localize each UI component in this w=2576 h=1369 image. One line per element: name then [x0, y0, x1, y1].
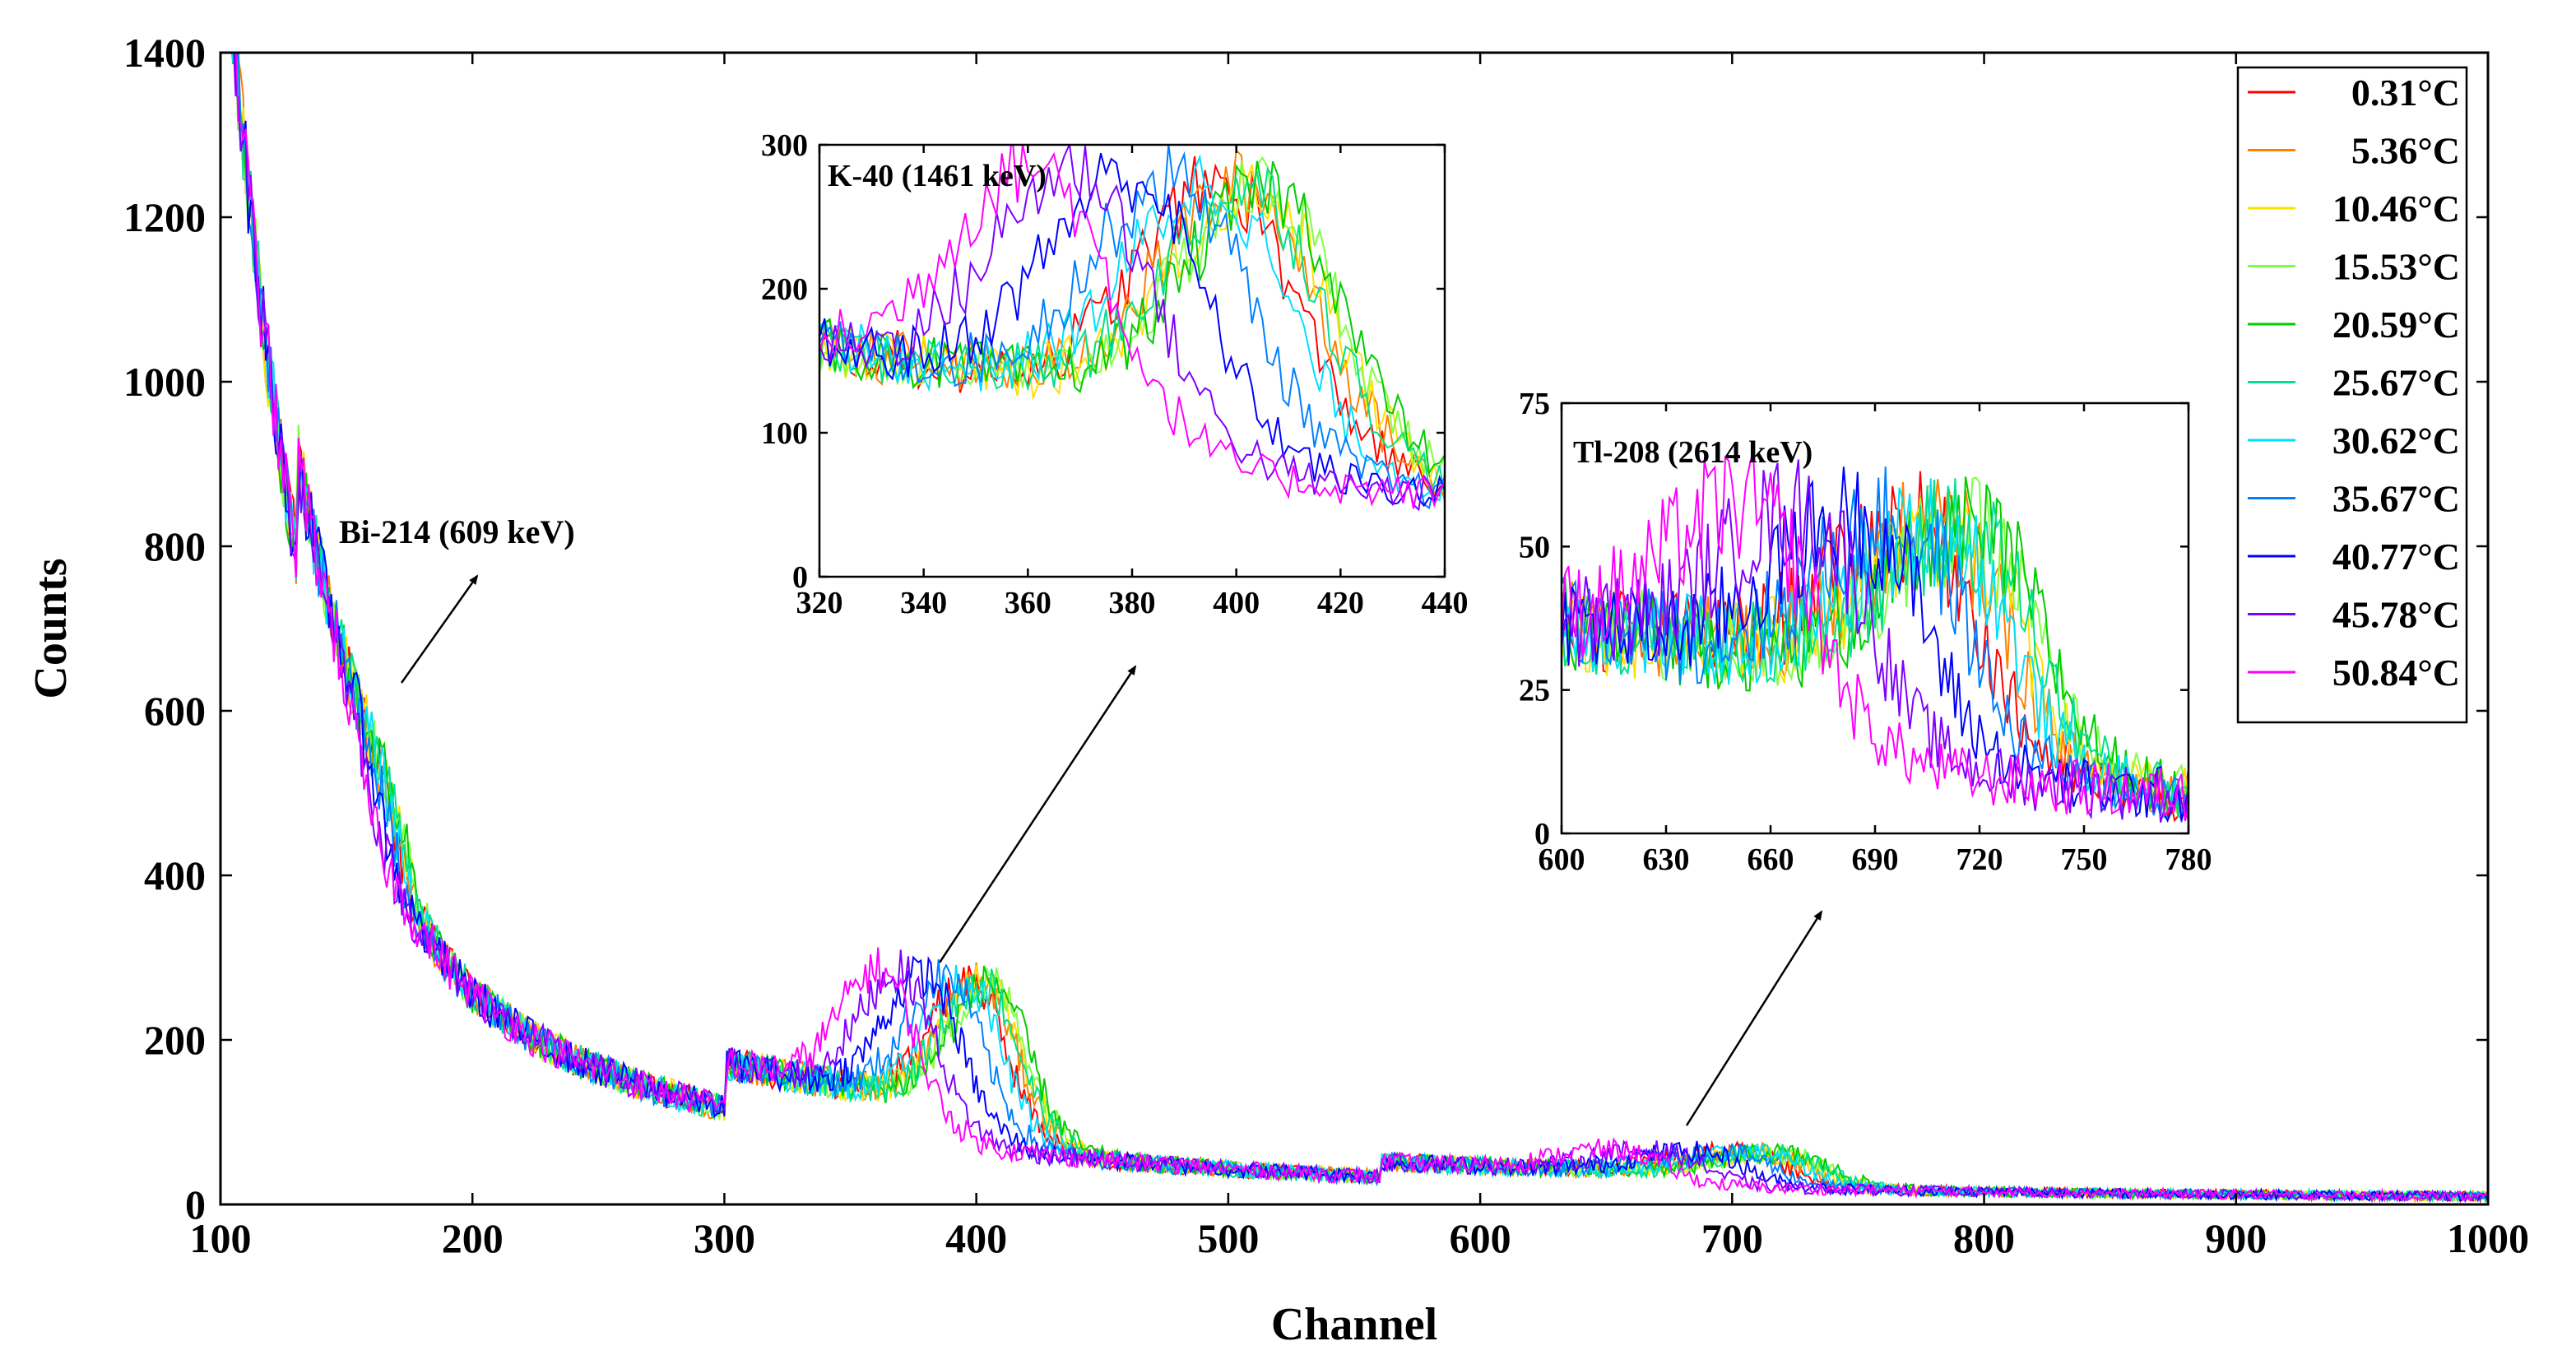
y-tick-label: 800 — [144, 523, 206, 569]
x-tick-label: 500 — [1197, 1215, 1259, 1261]
legend-label: 25.67°C — [2332, 362, 2460, 404]
y-tick-label: 1200 — [123, 194, 206, 240]
series-line-k40 — [819, 145, 1445, 509]
x-tick-label: 600 — [1450, 1215, 1511, 1261]
x-tick-label: 900 — [2205, 1215, 2267, 1261]
k40-axes: 320 340 360 380 400 420 440 0 100 200 300 — [761, 128, 1469, 620]
y-tick-label: 0 — [792, 560, 808, 595]
x-tick-label: 400 — [945, 1215, 1007, 1261]
legend-label: 30.62°C — [2332, 420, 2460, 462]
x-tick-label: 780 — [2165, 842, 2212, 877]
y-tick-label: 200 — [761, 272, 808, 307]
series-line-tl208 — [1562, 478, 2188, 819]
y-tick-label: 100 — [761, 416, 808, 451]
series-line-tl208 — [1562, 466, 2188, 824]
x-tick-label: 700 — [1701, 1215, 1763, 1261]
series-line-tl208 — [1562, 466, 2188, 823]
k40-series-group — [819, 145, 1445, 512]
y-tick-label: 25 — [1519, 674, 1550, 708]
series-line-k40 — [819, 154, 1445, 502]
x-axis-title: Channel — [1271, 1299, 1437, 1350]
y-tick-label: 200 — [144, 1017, 206, 1063]
legend-label: 0.31°C — [2351, 72, 2460, 114]
x-tick-label: 400 — [1213, 586, 1260, 620]
x-tick-label: 1000 — [2447, 1215, 2529, 1261]
legend: 0.31°C 5.36°C 10.46°C 15.53°C 20.59°C 25.67°C… — [2248, 72, 2460, 694]
x-tick-label: 630 — [1643, 842, 1690, 877]
series-line-k40 — [819, 145, 1445, 510]
legend-label: 50.84°C — [2332, 652, 2460, 694]
tl208-arrow — [1685, 910, 1823, 1126]
x-tick-label: 750 — [2061, 842, 2108, 877]
x-tick-label: 440 — [1422, 586, 1469, 620]
bi214-label: Bi-214 (609 keV) — [339, 513, 575, 550]
x-tick-label: 600 — [1539, 842, 1585, 877]
x-tick-label: 360 — [1005, 586, 1051, 620]
y-tick-label: 400 — [144, 852, 206, 898]
x-tick-label: 800 — [1953, 1215, 2015, 1261]
x-tick-label: 200 — [442, 1215, 504, 1261]
x-tick-label: 320 — [796, 586, 843, 620]
x-tick-label: 380 — [1109, 586, 1156, 620]
legend-label: 20.59°C — [2332, 304, 2460, 346]
y-tick-label: 1400 — [123, 30, 206, 76]
series-line-k40 — [819, 160, 1445, 476]
tl208-axes: 600 630 660 690 720 750 780 0 25 50 75 — [1519, 387, 2212, 877]
y-tick-label: 300 — [761, 128, 808, 163]
x-tick-label: 100 — [190, 1215, 252, 1261]
tl208-series-group — [1562, 449, 2188, 824]
main-axes: 100 200 300 400 500 600 700 800 900 1000020040060… — [123, 30, 2529, 1261]
x-tick-label: 720 — [1956, 842, 2003, 877]
series-line-k40 — [819, 155, 1445, 474]
series-line-main — [233, 53, 2488, 1204]
x-tick-label: 300 — [694, 1215, 755, 1261]
main-series-group — [230, 53, 2488, 1204]
legend-label: 40.77°C — [2332, 536, 2460, 578]
y-tick-label: 0 — [185, 1181, 206, 1227]
x-tick-label: 660 — [1748, 842, 1794, 877]
series-line-k40 — [819, 145, 1445, 512]
legend-label: 15.53°C — [2332, 246, 2460, 288]
tl208-inset-title: Tl-208 (2614 keV) — [1573, 435, 1812, 470]
y-tick-label: 75 — [1519, 387, 1550, 421]
x-tick-label: 690 — [1852, 842, 1899, 877]
y-tick-label: 600 — [144, 688, 206, 734]
legend-label: 35.67°C — [2332, 478, 2460, 520]
k40-arrow — [938, 665, 1137, 963]
x-tick-label: 340 — [900, 586, 947, 620]
y-axis-title: Counts — [26, 558, 77, 698]
legend-label: 45.78°C — [2332, 594, 2460, 636]
series-line-tl208 — [1562, 459, 2188, 823]
k40-inset-title: K-40 (1461 keV) — [828, 159, 1047, 193]
bi214-arrow — [400, 574, 479, 684]
y-tick-label: 1000 — [123, 359, 206, 405]
x-tick-label: 420 — [1317, 586, 1364, 620]
legend-label: 5.36°C — [2351, 130, 2460, 172]
series-line-main — [235, 53, 2488, 1204]
y-tick-label: 50 — [1519, 530, 1550, 564]
legend-label: 10.46°C — [2332, 188, 2460, 230]
y-tick-label: 0 — [1534, 817, 1550, 852]
main-plot-frame — [219, 51, 2490, 1206]
series-line-tl208 — [1562, 449, 2188, 822]
